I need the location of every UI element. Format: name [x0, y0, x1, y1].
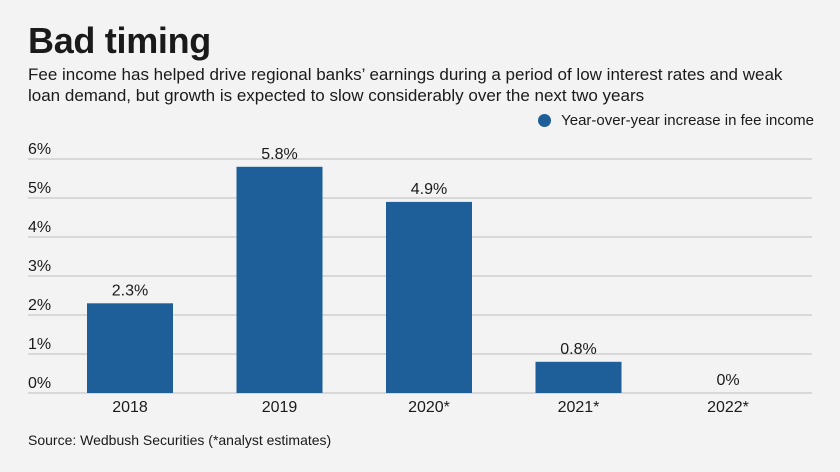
- x-tick-label: 2018: [112, 399, 148, 416]
- data-label: 0%: [716, 372, 739, 389]
- legend: Year-over-year increase in fee income: [538, 112, 814, 129]
- bar: [236, 166, 323, 393]
- y-tick-label: 0%: [28, 375, 51, 392]
- y-tick-label: 6%: [28, 141, 51, 158]
- bar: [386, 201, 472, 393]
- chart-title: Bad timing: [28, 20, 211, 61]
- legend-marker: [538, 114, 552, 127]
- y-tick-label: 5%: [28, 180, 51, 197]
- data-label: 5.8%: [261, 146, 297, 163]
- legend-label: Year-over-year increase in fee income: [561, 112, 814, 129]
- x-tick-label: 2019: [262, 399, 298, 416]
- x-tick-label: 2020*: [408, 399, 450, 416]
- y-tick-label: 1%: [28, 336, 51, 353]
- y-tick-label: 2%: [28, 297, 51, 314]
- y-tick-label: 4%: [28, 219, 51, 236]
- x-tick-label: 2021*: [558, 399, 600, 416]
- bar: [535, 361, 622, 393]
- bars: [87, 166, 622, 393]
- chart-subtitle: Fee income has helped drive regional ban…: [28, 65, 783, 105]
- source-note: Source: Wedbush Securities (*analyst est…: [28, 432, 332, 448]
- data-label: 2.3%: [112, 282, 148, 299]
- data-label: 4.9%: [411, 181, 447, 198]
- labels: 0% 1% 2% 3% 4% 5% 6% 2.3% 2018 5.8% 2019 4.9% 2020* 0…: [28, 141, 749, 416]
- x-tick-label: 2022*: [707, 399, 749, 416]
- data-label: 0.8%: [560, 341, 596, 358]
- bar: [87, 303, 173, 393]
- y-tick-label: 3%: [28, 258, 51, 275]
